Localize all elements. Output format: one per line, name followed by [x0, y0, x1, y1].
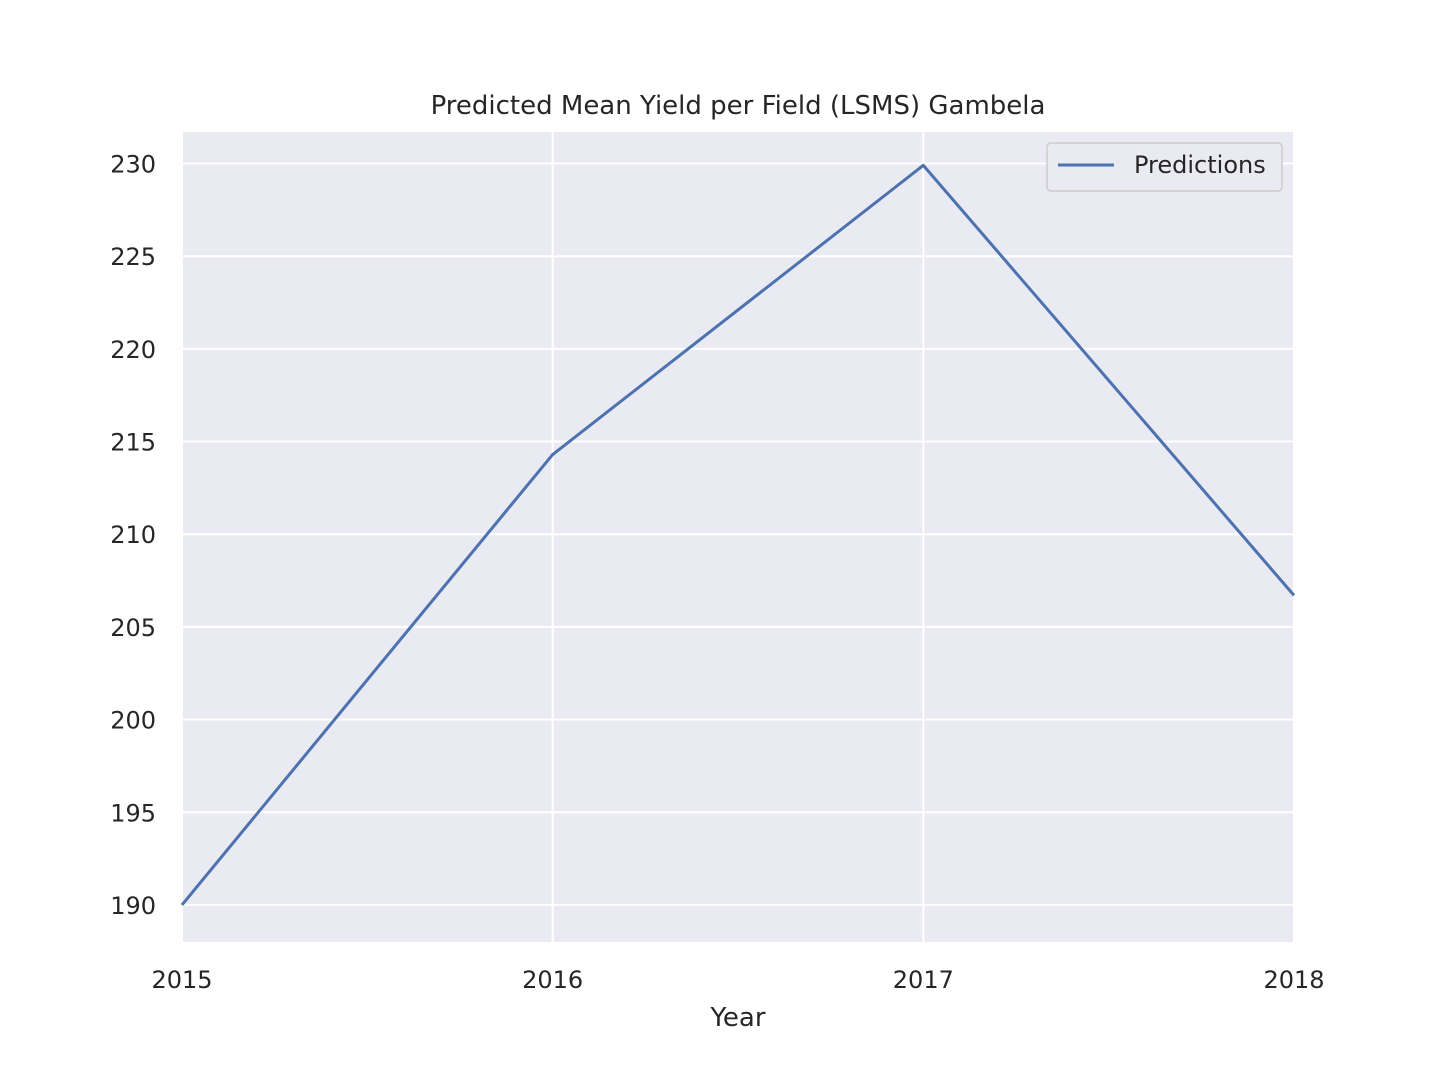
- x-axis-label: Year: [709, 1003, 765, 1033]
- y-tick-label: 200: [110, 707, 156, 735]
- y-tick-label: 220: [110, 336, 156, 364]
- y-tick-label: 225: [110, 243, 156, 271]
- x-axis-tick-labels: 2015 2016 2017 2018: [151, 966, 1324, 994]
- x-tick-label: 2015: [151, 966, 212, 994]
- y-tick-label: 195: [110, 799, 156, 827]
- y-axis-tick-labels: 190 195 200 205 210 215 220 225 230: [110, 151, 156, 920]
- x-tick-label: 2018: [1263, 966, 1324, 994]
- legend-box: [1046, 142, 1283, 192]
- chart-title: Predicted Mean Yield per Field (LSMS) Ga…: [431, 91, 1046, 121]
- y-tick-label: 215: [110, 429, 156, 457]
- plot-background: [182, 132, 1294, 942]
- grid-lines: [181, 132, 1295, 942]
- series-line-predictions: [180, 163, 1296, 906]
- legend: Predictions: [1046, 142, 1283, 192]
- legend-label-predictions: Predictions: [1134, 151, 1266, 179]
- y-tick-label: 190: [110, 892, 156, 920]
- y-tick-label: 210: [110, 521, 156, 549]
- series-lines: [180, 163, 1296, 906]
- y-tick-label: 230: [110, 151, 156, 179]
- y-tick-label: 205: [110, 614, 156, 642]
- x-tick-label: 2016: [522, 966, 583, 994]
- x-tick-label: 2017: [893, 966, 954, 994]
